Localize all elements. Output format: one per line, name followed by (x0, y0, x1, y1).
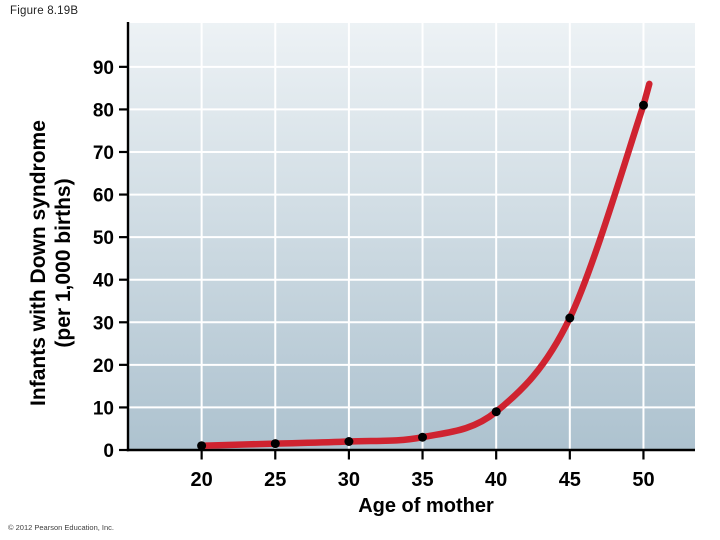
x-tick-labels: 20 25 30 35 40 45 50 (191, 469, 655, 491)
y-tick-label: 30 (93, 313, 114, 334)
x-tick-label: 25 (264, 469, 286, 491)
y-tick-label: 90 (93, 58, 114, 79)
y-tick-label: 70 (93, 143, 114, 164)
data-point (344, 437, 354, 446)
y-tick-labels: 0 10 20 30 40 50 60 70 80 90 (93, 58, 114, 462)
x-axis-title: Age of mother (358, 495, 494, 517)
copyright-notice: © 2012 Pearson Education, Inc. (8, 523, 115, 532)
x-tick-label: 20 (191, 469, 213, 491)
x-tick-label: 40 (485, 469, 507, 491)
gridlines (128, 23, 695, 450)
y-axis-title-line2: (per 1,000 births) (52, 178, 75, 348)
tick-marks (119, 65, 645, 460)
y-tick-label: 50 (93, 228, 114, 249)
data-point (418, 432, 427, 442)
y-tick-label: 80 (93, 100, 114, 121)
y-tick-label: 10 (93, 398, 114, 419)
data-point (270, 439, 280, 449)
x-tick-label: 45 (559, 469, 581, 491)
y-axis-title-line1: Infants with Down syndrome (27, 120, 50, 406)
trend-curve (198, 80, 653, 449)
data-point (639, 100, 648, 110)
x-tick-label: 35 (411, 469, 433, 491)
x-tick-label: 30 (338, 469, 360, 491)
x-tick-label: 50 (632, 469, 654, 491)
y-tick-label: 60 (93, 186, 114, 207)
y-tick-label: 0 (103, 441, 114, 462)
figure-label: Figure 8.19B (10, 5, 79, 17)
data-point (491, 407, 501, 417)
y-tick-label: 20 (93, 356, 114, 377)
data-points (197, 100, 648, 451)
data-point (565, 313, 575, 323)
y-axis-title: Infants with Down syndrome (per 1,000 bi… (26, 38, 76, 488)
y-tick-label: 40 (93, 271, 114, 292)
data-point (197, 441, 207, 451)
